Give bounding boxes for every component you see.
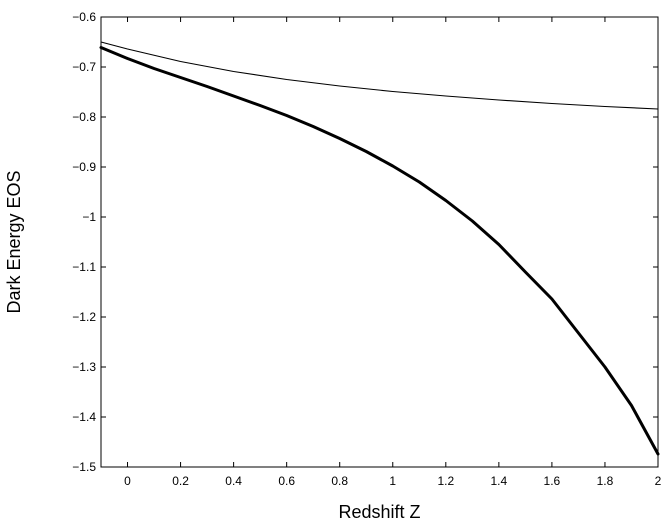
series-line-2-thick	[99, 46, 660, 456]
y-tick-label: −0.8	[72, 110, 96, 124]
y-tick-label: −0.6	[72, 10, 96, 24]
x-tick-label: 1.6	[544, 474, 561, 488]
y-tick-label: −1.1	[72, 260, 96, 274]
y-tick-label: −0.7	[72, 60, 96, 74]
y-tick-label: −1.5	[72, 460, 96, 474]
x-tick-label: 1.2	[437, 474, 454, 488]
y-axis-title: Dark Energy EOS	[4, 170, 24, 313]
x-tick-label: 1.8	[597, 474, 614, 488]
x-tick-label: 1	[389, 474, 396, 488]
x-tick-label: 0.6	[278, 474, 295, 488]
series-layer	[99, 41, 660, 456]
y-tick-label: −1.3	[72, 360, 96, 374]
x-tick-label: 0.4	[225, 474, 242, 488]
axes-frame	[100, 16, 659, 468]
tick-marks	[101, 16, 659, 468]
y-tick-label: −1	[82, 210, 96, 224]
y-tick-label: −1.2	[72, 310, 96, 324]
x-axis-title: Redshift Z	[338, 502, 420, 522]
x-tick-label: 0.2	[172, 474, 189, 488]
x-tick-label: 0	[124, 474, 131, 488]
x-tick-label: 1.4	[491, 474, 508, 488]
y-tick-label: −0.9	[72, 160, 96, 174]
x-tick-label: 2	[655, 474, 662, 488]
plot-frame	[100, 16, 659, 468]
tick-labels: 0 0.2 0.4 0.6 0.8 1 1.2 1.4 1.6 1.8 2 −0.6 −0.7 −0.8 −…	[72, 10, 661, 488]
y-tick-label: −1.4	[72, 410, 96, 424]
series-line-1-thin	[100, 41, 659, 110]
x-tick-label: 0.8	[331, 474, 348, 488]
